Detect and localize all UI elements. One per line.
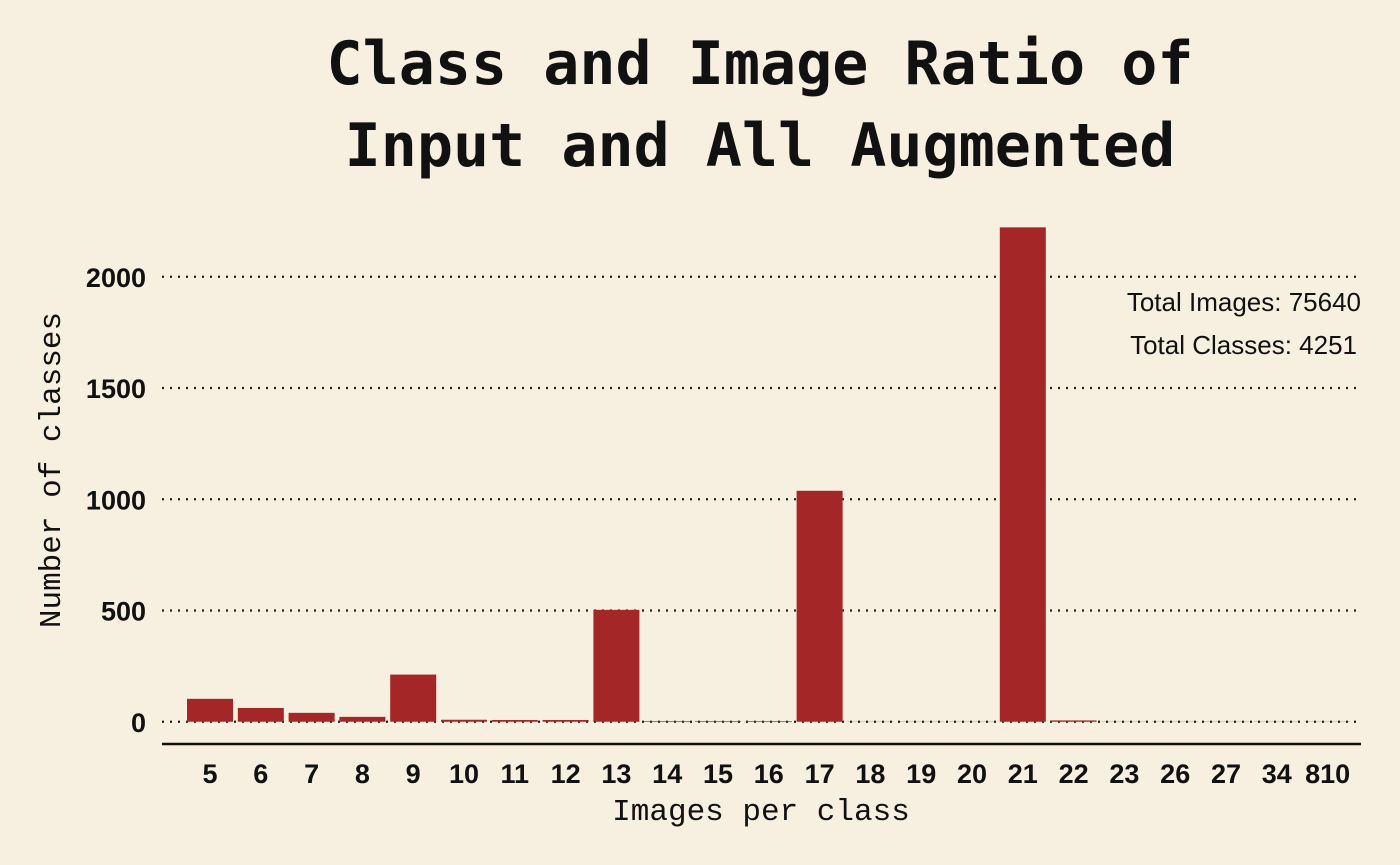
y-axis-title: Number of classes <box>35 312 70 628</box>
total-images-label: Total Images: 75640 <box>1127 287 1361 317</box>
y-tick-label: 1000 <box>86 485 146 515</box>
chart-title-line-2: Input and All Augmented <box>345 111 1176 181</box>
total-classes-label: Total Classes: 4251 <box>1130 330 1357 360</box>
bar <box>187 698 233 722</box>
x-tick-label: 16 <box>754 759 784 789</box>
bar <box>593 609 640 722</box>
x-axis-ticks: 5 6 7 8 9 10 11 12 13 14 15 16 17 18 19 20 21 22 23 26 27 34 8… <box>202 759 1350 789</box>
x-tick-label: 14 <box>652 759 682 789</box>
x-tick-label: 20 <box>957 759 987 789</box>
x-axis-title: Images per class <box>612 795 910 830</box>
x-tick-label: 9 <box>406 759 421 789</box>
x-tick-label: 12 <box>551 759 581 789</box>
y-tick-label: 2000 <box>86 263 146 293</box>
bar <box>745 721 792 722</box>
x-tick-label: 7 <box>304 759 319 789</box>
y-tick-label: 0 <box>131 708 146 738</box>
bar <box>237 707 284 722</box>
x-tick-label: 27 <box>1211 759 1241 789</box>
bar <box>491 719 538 722</box>
chart-title: Class and Image Ratio of Input and All A… <box>327 29 1194 181</box>
x-tick-label: 17 <box>805 759 835 789</box>
x-tick-label: 13 <box>601 759 631 789</box>
bar <box>796 490 843 722</box>
y-axis-ticks: 0 500 1000 1500 2000 <box>86 263 146 738</box>
x-tick-label: 5 <box>202 759 217 789</box>
x-tick-label: 19 <box>906 759 936 789</box>
bar <box>644 721 691 722</box>
y-tick-label: 500 <box>101 597 146 627</box>
x-tick-label: 11 <box>501 759 530 789</box>
bar <box>1050 720 1097 722</box>
bar <box>288 712 335 722</box>
x-tick-label: 6 <box>253 759 268 789</box>
bar <box>390 674 437 722</box>
x-tick-label: 22 <box>1059 759 1089 789</box>
x-tick-label: 10 <box>449 759 479 789</box>
bar <box>441 719 487 722</box>
totals-annotation: Total Images: 75640 Total Classes: 4251 <box>1127 287 1361 360</box>
bar <box>542 719 589 722</box>
x-tick-label: 18 <box>855 759 885 789</box>
x-tick-label: 21 <box>1008 759 1038 789</box>
x-tick-label: 810 <box>1305 759 1350 789</box>
bar <box>695 721 741 722</box>
bar <box>339 716 386 722</box>
x-tick-label: 8 <box>355 759 370 789</box>
x-tick-label: 34 <box>1262 759 1292 789</box>
bar <box>999 227 1046 722</box>
x-tick-label: 26 <box>1160 759 1190 789</box>
x-tick-label: 15 <box>703 759 733 789</box>
bars <box>187 227 1351 722</box>
y-tick-label: 1500 <box>86 374 146 404</box>
x-tick-label: 23 <box>1109 759 1139 789</box>
chart-title-line-1: Class and Image Ratio of <box>327 29 1194 99</box>
